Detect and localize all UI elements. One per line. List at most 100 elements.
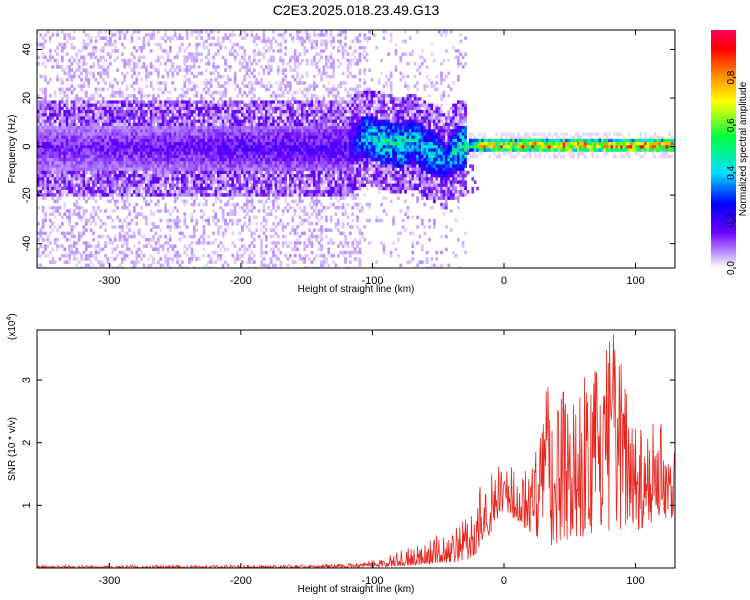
heat-cell — [277, 222, 280, 226]
heat-cell — [188, 174, 191, 178]
heat-cell — [231, 254, 235, 258]
heat-cell — [303, 49, 307, 53]
heat-cell — [248, 244, 251, 248]
heat-cell — [202, 193, 206, 197]
heat-cell — [116, 126, 119, 130]
heat-cell — [221, 74, 225, 79]
heat-cell — [75, 212, 79, 216]
heat-cell — [296, 132, 299, 136]
heat-cell — [97, 180, 100, 184]
heat-cell — [63, 174, 67, 178]
heat-cell — [171, 161, 175, 165]
heat-cell — [253, 39, 256, 44]
heat-cell — [164, 103, 167, 108]
heat-cell — [279, 161, 283, 165]
heat-cell — [301, 90, 304, 95]
heat-cell — [284, 193, 287, 197]
heat-cell — [257, 186, 261, 191]
heat-cell — [44, 215, 47, 220]
heat-cell — [142, 65, 146, 69]
heat-cell — [92, 135, 95, 140]
heat-cell — [133, 87, 136, 92]
heat-cell — [269, 42, 273, 47]
heat-cell — [255, 148, 259, 152]
heat-cell — [190, 110, 194, 114]
heat-cell — [80, 234, 83, 239]
heat-cell — [56, 170, 59, 175]
heat-cell — [260, 106, 263, 111]
heat-cell — [87, 129, 91, 133]
heat-cell — [137, 30, 141, 34]
heat-cell — [301, 113, 304, 117]
heat-cell — [46, 254, 50, 258]
heat-cell — [207, 167, 211, 172]
heat-cell — [272, 174, 275, 178]
heat-cell — [125, 62, 129, 66]
heat-cell — [183, 212, 187, 216]
heat-cell — [87, 81, 91, 85]
heat-cell — [301, 126, 304, 130]
heat-cell — [94, 164, 98, 168]
heat-cell — [97, 167, 100, 172]
heat-cell — [149, 190, 153, 194]
heat-cell — [109, 183, 112, 188]
heat-cell — [279, 132, 283, 136]
heat-cell — [109, 116, 112, 120]
heat-cell — [200, 180, 203, 184]
heat-cell — [173, 116, 177, 120]
heat-cell — [260, 110, 263, 114]
heat-cell — [197, 122, 201, 127]
heat-cell — [214, 167, 218, 172]
heat-cell — [39, 135, 43, 140]
heat-cell — [298, 167, 302, 172]
heat-cell — [214, 65, 218, 69]
heat-cell — [111, 116, 115, 120]
heat-cell — [233, 158, 237, 162]
heat-cell — [298, 164, 302, 168]
heat-cell — [121, 199, 124, 204]
heat-cell — [214, 126, 218, 130]
heat-cell — [118, 145, 122, 149]
heat-cell — [147, 186, 151, 191]
heat-cell — [49, 161, 52, 165]
heat-cell — [164, 209, 167, 213]
heat-cell — [166, 238, 170, 242]
heat-cell — [37, 206, 40, 210]
heat-cell — [128, 126, 131, 130]
heat-cell — [171, 145, 175, 149]
heat-cell — [195, 84, 199, 88]
heat-cell — [70, 116, 74, 120]
heat-cell — [44, 244, 47, 248]
heat-cell — [106, 215, 110, 220]
heat-cell — [99, 158, 103, 162]
heat-cell — [272, 158, 275, 162]
heat-cell — [183, 190, 187, 194]
heat-cell — [154, 148, 158, 152]
heat-cell — [147, 145, 151, 149]
heat-cell — [207, 90, 211, 95]
heat-cell — [279, 84, 283, 88]
heat-cell — [154, 58, 158, 63]
heat-cell — [85, 126, 88, 130]
heat-cell — [209, 148, 213, 152]
heat-cell — [274, 113, 278, 117]
heat-cell — [262, 36, 266, 40]
heat-cell — [44, 183, 47, 188]
heat-cell — [257, 110, 261, 114]
heat-cell — [255, 193, 259, 197]
heat-cell — [226, 142, 230, 146]
heat-cell — [77, 212, 81, 216]
heat-cell — [65, 151, 69, 156]
heat-cell — [190, 33, 194, 37]
heat-cell — [274, 180, 278, 184]
heat-cell — [303, 142, 307, 146]
heat-cell — [113, 148, 117, 152]
heat-cell — [197, 33, 201, 37]
heat-cell — [77, 161, 81, 165]
heat-cell — [229, 113, 232, 117]
heat-cell — [245, 65, 249, 69]
heat-cell — [236, 122, 239, 127]
heat-cell — [272, 138, 275, 143]
heat-cell — [63, 113, 67, 117]
heat-cell — [229, 78, 232, 82]
